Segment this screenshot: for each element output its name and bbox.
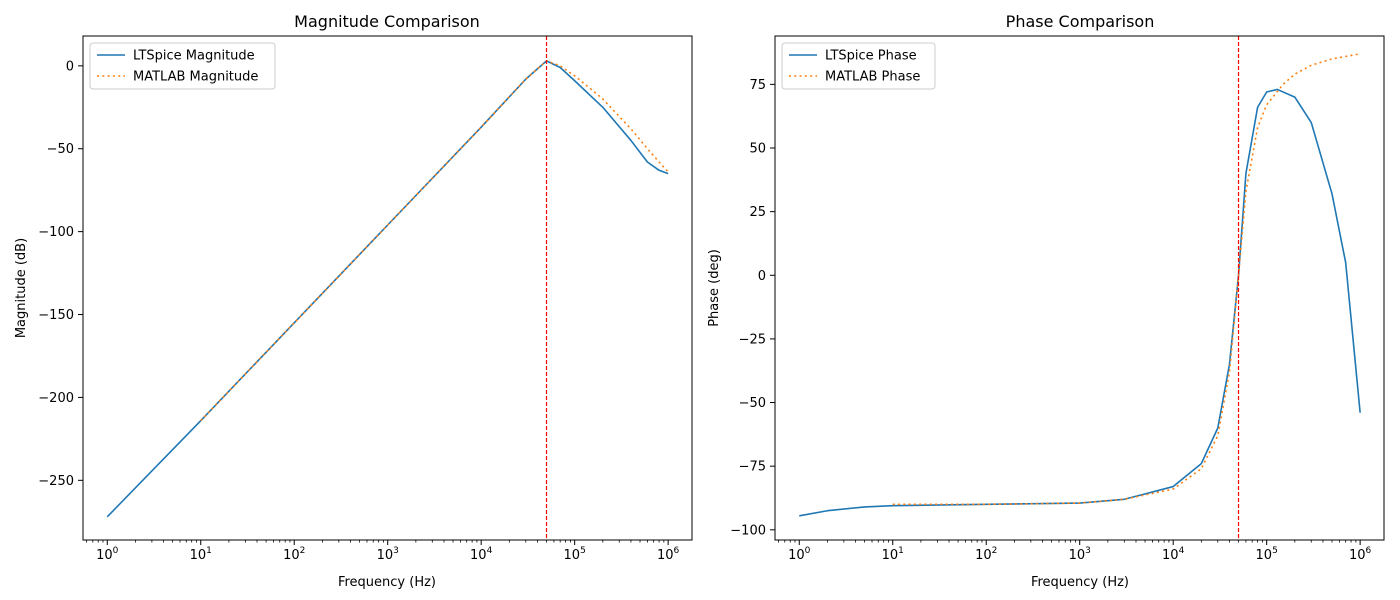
magnitude-x-tick-label: 100 — [96, 546, 119, 563]
phase-y-tick-label: −50 — [739, 396, 766, 411]
phase-y-tick: −50 — [739, 396, 775, 411]
magnitude-y-tick: −150 — [38, 308, 83, 323]
phase-y-tick-label: 50 — [749, 142, 766, 157]
magnitude-x-tick: 101 — [190, 540, 212, 563]
magnitude-x-tick-label: 106 — [657, 546, 680, 563]
magnitude-y-tick: −200 — [38, 391, 83, 406]
magnitude-chart-title: Magnitude Comparison — [294, 12, 480, 31]
magnitude-x-tick-label: 101 — [190, 546, 212, 563]
phase-x-tick: 104 — [1162, 540, 1185, 563]
magnitude-y-tick-label: −50 — [47, 142, 74, 157]
magnitude-y-tick-label: −100 — [38, 225, 74, 240]
magnitude-y-tick: 0 — [66, 59, 83, 74]
phase-x-tick-label: 102 — [975, 546, 997, 563]
phase-x-tick-label: 104 — [1162, 546, 1185, 563]
phase-y-tick-label: −25 — [739, 332, 766, 347]
phase-x-tick-label: 101 — [882, 546, 904, 563]
magnitude-series-matlab-line — [200, 60, 669, 422]
magnitude-y-tick-label: −200 — [38, 391, 74, 406]
phase-legend-label: MATLAB Phase — [825, 70, 920, 85]
phase-x-tick: 100 — [788, 540, 811, 563]
phase-series-matlab-line — [892, 53, 1361, 506]
phase-axes-frame — [774, 35, 1385, 541]
magnitude-x-tick: 102 — [283, 540, 305, 563]
phase-y-tick-label: −100 — [730, 523, 766, 538]
magnitude-y-tick-label: −250 — [38, 474, 74, 489]
phase-x-tick: 105 — [1256, 540, 1278, 563]
phase-y-tick: 0 — [758, 269, 775, 284]
magnitude-x-axis-label: Frequency (Hz) — [338, 575, 436, 590]
phase-x-tick: 102 — [975, 540, 997, 563]
phase-y-tick: −100 — [730, 523, 775, 538]
phase-series-ltspice-line — [799, 88, 1361, 517]
magnitude-x-tick: 103 — [377, 540, 399, 563]
magnitude-legend: LTSpice Magnitude MATLAB Magnitude — [89, 42, 276, 90]
phase-x-axis-label: Frequency (Hz) — [1031, 575, 1129, 590]
magnitude-y-tick: −250 — [38, 474, 83, 489]
phase-y-tick: 50 — [749, 142, 775, 157]
magnitude-axes-frame — [82, 35, 693, 541]
magnitude-x-tick-label: 105 — [564, 546, 586, 563]
phase-chart: Phase Comparison Frequency (Hz) Phase (d… — [707, 12, 1385, 590]
magnitude-plot-area: 100 101 102 103 104 105 106 0 −50 −100 −150 −200 −25… — [38, 35, 693, 563]
magnitude-y-tick: −100 — [38, 225, 83, 240]
phase-legend-label: LTSpice Phase — [825, 49, 917, 64]
magnitude-y-axis-label: Magnitude (dB) — [14, 238, 29, 338]
phase-chart-title: Phase Comparison — [1006, 12, 1155, 31]
phase-x-tick: 106 — [1349, 540, 1372, 563]
magnitude-x-tick: 106 — [657, 540, 680, 563]
magnitude-legend-label: MATLAB Magnitude — [133, 70, 258, 85]
magnitude-x-tick-label: 104 — [470, 546, 493, 563]
phase-y-tick-label: 75 — [749, 78, 766, 93]
magnitude-y-tick: −50 — [47, 142, 83, 157]
magnitude-x-tick: 104 — [470, 540, 493, 563]
phase-y-axis-label: Phase (deg) — [707, 249, 722, 327]
phase-x-tick-label: 100 — [788, 546, 811, 563]
magnitude-y-tick-label: −150 — [38, 308, 74, 323]
magnitude-y-tick-label: 0 — [66, 59, 74, 74]
phase-y-tick: 75 — [749, 78, 775, 93]
phase-y-tick: 25 — [749, 205, 775, 220]
magnitude-x-tick: 100 — [96, 540, 119, 563]
phase-y-tick-label: 25 — [749, 205, 766, 220]
phase-y-tick-label: −75 — [739, 460, 766, 475]
phase-y-tick: −75 — [739, 460, 775, 475]
phase-x-tick: 103 — [1069, 540, 1091, 563]
magnitude-x-tick: 105 — [564, 540, 586, 563]
magnitude-x-tick-label: 102 — [283, 546, 305, 563]
phase-x-tick-label: 103 — [1069, 546, 1091, 563]
phase-x-tick-label: 105 — [1256, 546, 1278, 563]
magnitude-x-tick-label: 103 — [377, 546, 399, 563]
phase-y-tick-label: 0 — [758, 269, 766, 284]
phase-plot-area: 100 101 102 103 104 105 106 75 50 25 0 −25 −50 −75 −10… — [730, 35, 1385, 563]
phase-x-tick-label: 106 — [1349, 546, 1372, 563]
phase-y-tick: −25 — [739, 332, 775, 347]
phase-legend: LTSpice Phase MATLAB Phase — [781, 42, 936, 90]
phase-x-tick: 101 — [882, 540, 904, 563]
magnitude-series-ltspice-line — [106, 60, 669, 518]
magnitude-legend-label: LTSpice Magnitude — [133, 49, 255, 64]
magnitude-chart: Magnitude Comparison Frequency (Hz) Magn… — [14, 12, 693, 590]
